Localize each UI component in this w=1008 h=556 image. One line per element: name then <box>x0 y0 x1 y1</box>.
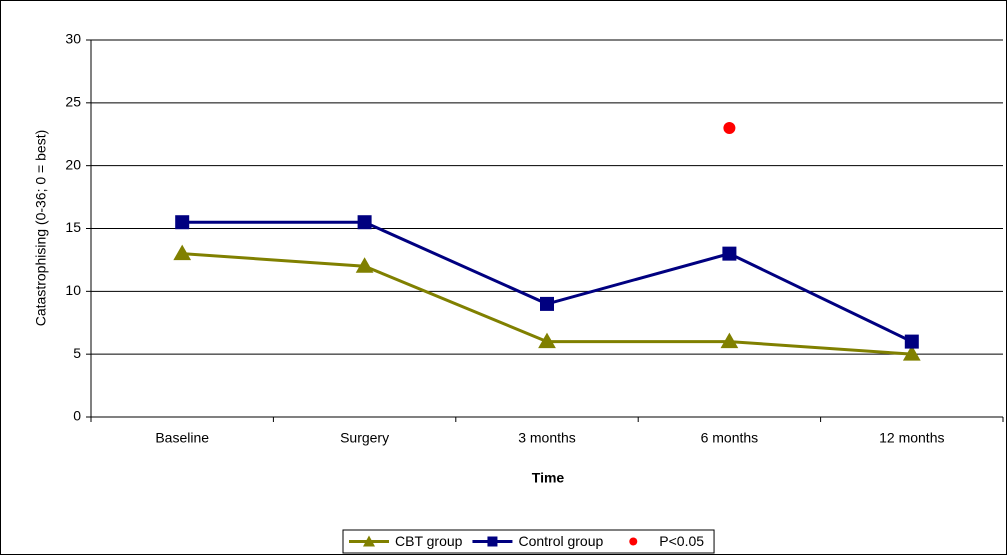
x-tick-label: 12 months <box>879 430 944 446</box>
x-tick-label: 6 months <box>701 430 759 446</box>
legend-marker <box>487 536 498 547</box>
y-tick-label: 15 <box>65 219 81 235</box>
legend-label: Control group <box>518 533 603 549</box>
marker-square <box>722 246 737 261</box>
legend-label: CBT group <box>395 533 463 549</box>
marker-triangle <box>902 345 921 361</box>
y-tick-label: 20 <box>65 156 81 172</box>
legend-marker <box>363 535 375 547</box>
legend-label: P<0.05 <box>659 533 704 549</box>
marker-square <box>540 296 554 311</box>
x-axis-label: Time <box>532 470 565 486</box>
x-tick-label: 3 months <box>518 430 576 446</box>
marker-triangle <box>720 332 739 349</box>
marker-square <box>904 334 919 349</box>
x-tick-label: Baseline <box>155 430 209 446</box>
y-tick-label: 5 <box>73 345 81 361</box>
marker-square <box>357 215 372 230</box>
y-tick-label: 25 <box>65 94 81 110</box>
marker-square <box>175 215 190 230</box>
legend-box <box>342 529 715 554</box>
marker-circle <box>723 121 736 134</box>
x-tick-label: Surgery <box>340 430 389 446</box>
marker-triangle <box>173 244 192 261</box>
y-tick-label: 30 <box>65 31 81 47</box>
marker-triangle <box>538 332 556 349</box>
legend-marker <box>629 537 638 546</box>
marker-triangle <box>355 257 374 273</box>
y-tick-label: 0 <box>73 408 81 424</box>
y-tick-label: 10 <box>65 282 81 298</box>
y-axis-label: Catastrophising (0-36; 0 = best) <box>33 130 49 327</box>
